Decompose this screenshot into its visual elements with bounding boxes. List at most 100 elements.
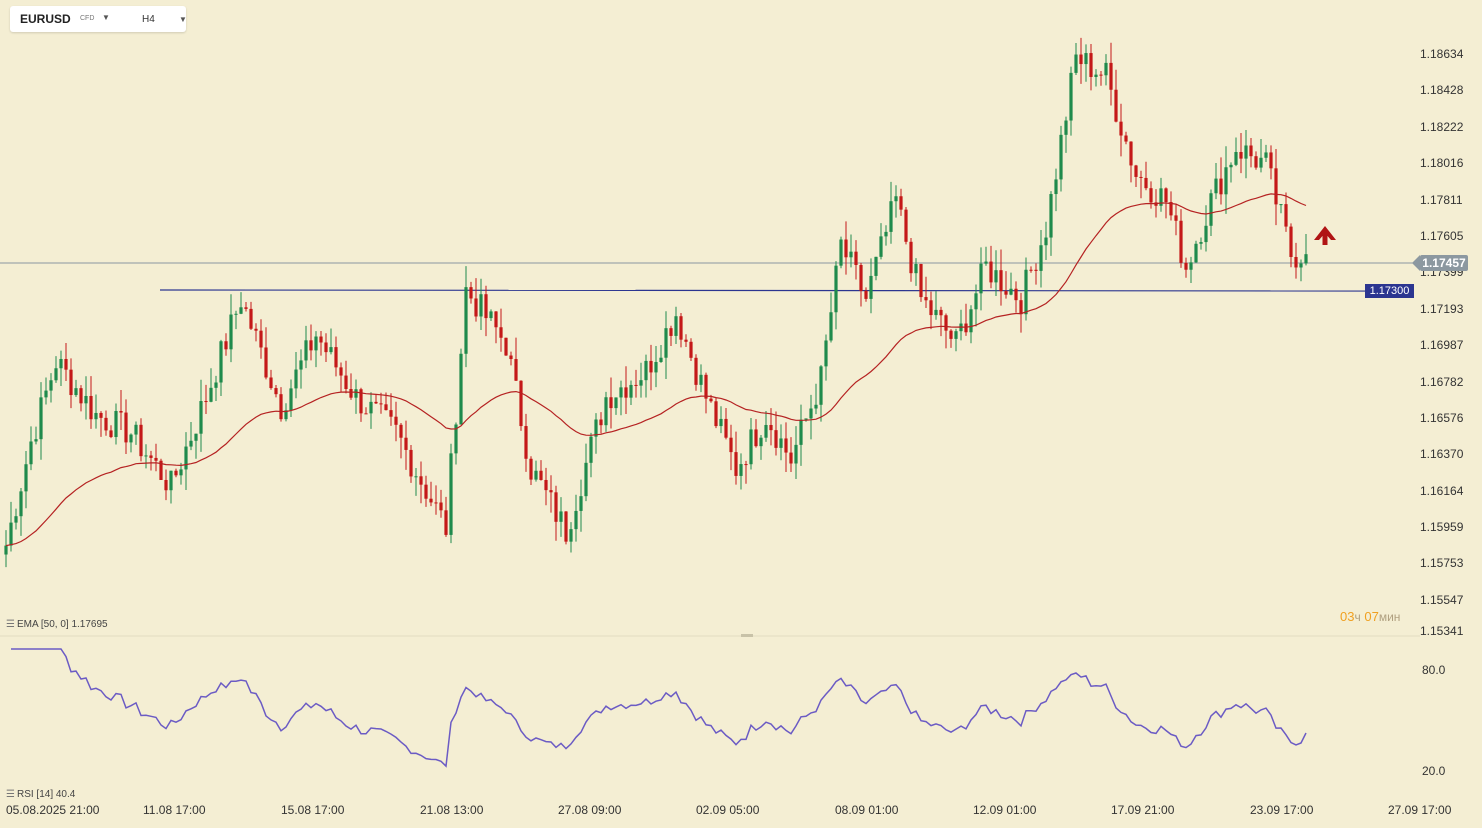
candle-body bbox=[234, 313, 238, 315]
candle-body bbox=[129, 434, 133, 443]
rsi-line bbox=[11, 648, 1307, 768]
candle-body bbox=[564, 511, 568, 542]
pane-resize-handle[interactable] bbox=[741, 634, 753, 637]
candle-body bbox=[694, 357, 698, 385]
candle-body bbox=[409, 449, 413, 477]
candle-body bbox=[404, 437, 408, 450]
time-tick: 27.09 17:00 bbox=[1388, 803, 1452, 817]
candle-body bbox=[1114, 89, 1118, 122]
candle-body bbox=[1274, 168, 1278, 205]
candle-body bbox=[64, 358, 68, 370]
candle-body bbox=[1149, 188, 1153, 203]
symbol-name[interactable]: EURUSD bbox=[20, 12, 71, 26]
candle-body bbox=[1244, 145, 1248, 159]
candle-body bbox=[454, 424, 458, 454]
candle-body bbox=[254, 328, 258, 331]
candle-body bbox=[1019, 300, 1023, 315]
candle-body bbox=[714, 401, 718, 427]
candle-body bbox=[139, 424, 143, 457]
candle-body bbox=[589, 436, 593, 463]
candle-body bbox=[1249, 145, 1253, 157]
candle-body bbox=[299, 360, 303, 370]
candle-body bbox=[1289, 226, 1293, 257]
candle-body bbox=[1239, 151, 1243, 159]
candle-body bbox=[944, 315, 948, 331]
candle-body bbox=[1269, 152, 1273, 169]
level-price-tag[interactable]: 1.17300 bbox=[1365, 284, 1414, 298]
candle-body bbox=[1054, 179, 1058, 195]
candle-body bbox=[1104, 62, 1108, 76]
candle-body bbox=[384, 404, 388, 411]
symbol-selector[interactable]: EURUSD CFD ▼ H4 ▼ bbox=[10, 6, 187, 32]
candle-body bbox=[669, 328, 673, 336]
candle-body bbox=[1049, 194, 1053, 238]
candle-body bbox=[834, 265, 838, 313]
chevron-down-icon[interactable]: ▼ bbox=[179, 15, 187, 24]
horizontal-level-line[interactable] bbox=[159, 289, 1366, 292]
candle-body bbox=[1164, 188, 1168, 202]
candle-body bbox=[394, 416, 398, 425]
menu-icon[interactable]: ☰ bbox=[6, 789, 15, 800]
candle-body bbox=[829, 312, 833, 341]
rsi-legend[interactable]: ☰ RSI [14] 40.4 bbox=[6, 789, 75, 800]
current-price-tag: 1.17457 bbox=[1412, 255, 1468, 271]
candle-body bbox=[479, 294, 483, 317]
candle-body bbox=[414, 476, 418, 478]
price-tick: 1.17811 bbox=[1420, 193, 1463, 207]
candle-body bbox=[1294, 256, 1298, 268]
candle-body bbox=[1229, 164, 1233, 168]
candle-body bbox=[904, 209, 908, 242]
candle-body bbox=[259, 330, 263, 348]
candle-body bbox=[919, 263, 923, 298]
candle-body bbox=[189, 440, 193, 447]
candle-body bbox=[399, 424, 403, 438]
candle-body bbox=[614, 397, 618, 409]
price-tick: 1.17193 bbox=[1420, 302, 1464, 316]
price-tick: 1.18634 bbox=[1420, 47, 1464, 61]
candle-body bbox=[469, 287, 473, 299]
candle-body bbox=[1184, 262, 1188, 270]
candle-body bbox=[309, 340, 313, 351]
candle-body bbox=[294, 369, 298, 389]
candle-body bbox=[629, 384, 633, 398]
price-tick: 1.15341 bbox=[1420, 624, 1464, 638]
candle-body bbox=[1109, 62, 1113, 90]
price-tick: 1.17605 bbox=[1420, 229, 1464, 243]
menu-icon[interactable]: ☰ bbox=[6, 619, 15, 630]
candle-body bbox=[419, 476, 423, 485]
candle-body bbox=[899, 196, 903, 210]
candle-body bbox=[1014, 288, 1018, 301]
candle-body bbox=[1254, 156, 1258, 168]
candle-body bbox=[474, 298, 478, 317]
candle-body bbox=[184, 446, 188, 470]
candle-body bbox=[874, 256, 878, 276]
candle-body bbox=[584, 462, 588, 497]
candle-body bbox=[1139, 176, 1143, 178]
candle-body bbox=[624, 387, 628, 398]
candle-body bbox=[1209, 193, 1213, 226]
candle-body bbox=[819, 366, 823, 405]
candle-body bbox=[769, 424, 773, 431]
candle-body bbox=[1189, 262, 1193, 270]
candle-body bbox=[84, 395, 88, 404]
timeframe-selector[interactable]: H4 bbox=[142, 14, 155, 25]
chevron-down-icon[interactable]: ▼ bbox=[102, 13, 110, 22]
candle-body bbox=[574, 510, 578, 530]
candle-body bbox=[989, 261, 993, 283]
candle-body bbox=[719, 418, 723, 427]
candle-body bbox=[804, 418, 808, 420]
ema-legend[interactable]: ☰ EMA [50, 0] 1.17695 bbox=[6, 619, 108, 630]
candle-body bbox=[534, 470, 538, 480]
candle-body bbox=[619, 387, 623, 398]
candle-body bbox=[444, 510, 448, 535]
candle-body bbox=[639, 380, 643, 386]
candle-body bbox=[144, 455, 148, 457]
candle-body bbox=[864, 290, 868, 299]
candle-body bbox=[509, 355, 513, 360]
candle-body bbox=[1279, 204, 1283, 206]
candle-body bbox=[559, 511, 563, 522]
candle-body bbox=[154, 457, 158, 461]
candle-body bbox=[389, 410, 393, 417]
candle-body bbox=[784, 438, 788, 453]
